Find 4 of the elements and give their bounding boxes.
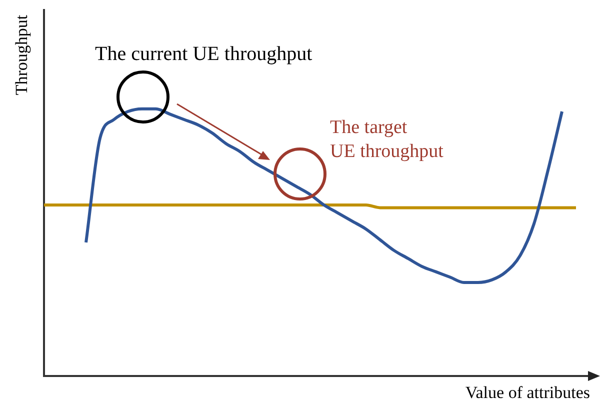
y-axis-title: Throughput bbox=[12, 14, 32, 96]
x-axis-title: Value of attributes bbox=[465, 383, 590, 403]
text: The current UE throughput bbox=[95, 42, 312, 67]
annotation: The target UE throughput bbox=[330, 116, 444, 164]
